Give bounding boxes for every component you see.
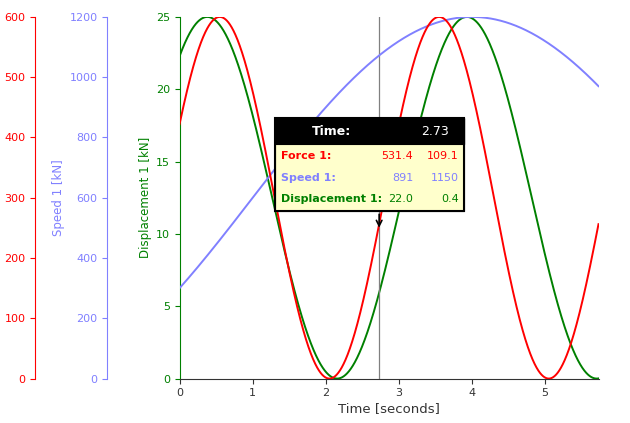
FancyBboxPatch shape [275,118,464,143]
Text: 1150: 1150 [430,173,459,183]
Y-axis label: Speed 1 [kN]: Speed 1 [kN] [52,159,66,236]
Text: 0.4: 0.4 [441,194,459,204]
Text: 531.4: 531.4 [381,151,413,161]
Text: 2.73: 2.73 [421,124,449,137]
Text: Speed 1:: Speed 1: [281,173,336,183]
Text: 891: 891 [392,173,413,183]
Text: 109.1: 109.1 [427,151,459,161]
FancyBboxPatch shape [275,143,464,212]
Text: 22.0: 22.0 [388,194,413,204]
X-axis label: Time [seconds]: Time [seconds] [338,402,440,415]
Y-axis label: Displacement 1 [kN]: Displacement 1 [kN] [139,137,152,258]
Text: Time:: Time: [312,124,351,137]
Text: Force 1:: Force 1: [281,151,331,161]
Text: Displacement 1:: Displacement 1: [281,194,382,204]
